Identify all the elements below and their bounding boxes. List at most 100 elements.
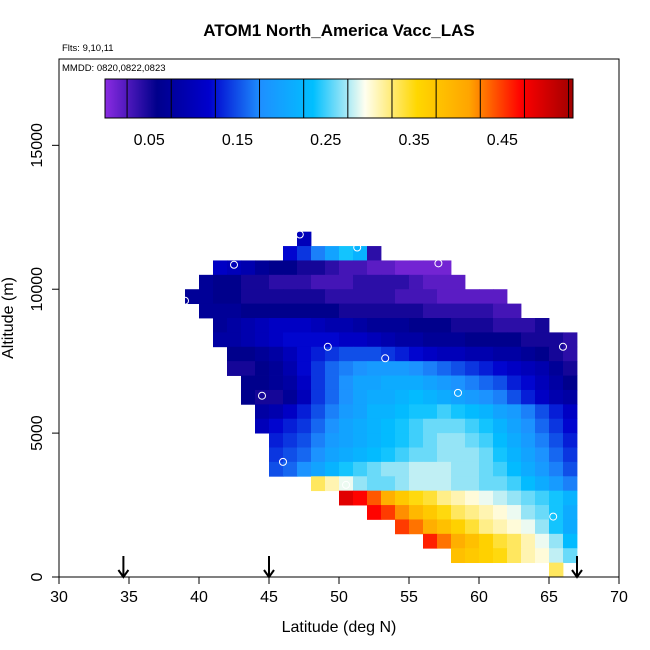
heatmap-cell bbox=[409, 289, 424, 305]
heatmap-cell bbox=[297, 346, 312, 362]
heatmap-cell bbox=[283, 461, 298, 477]
heatmap-cell bbox=[367, 447, 382, 463]
heatmap-cell bbox=[367, 505, 382, 520]
heatmap-cell bbox=[255, 361, 270, 376]
heatmap-cell bbox=[479, 346, 494, 362]
heatmap-cell bbox=[437, 533, 452, 549]
heatmap-cell bbox=[563, 519, 578, 535]
heatmap-cell bbox=[297, 389, 312, 405]
heatmap-cell bbox=[535, 490, 550, 506]
heatmap-cell bbox=[451, 375, 466, 391]
heatmap-cell bbox=[507, 533, 522, 549]
heatmap-cell bbox=[213, 260, 228, 276]
heatmap-cell bbox=[395, 505, 410, 520]
heatmap-cell bbox=[451, 418, 466, 434]
colorbar-gradient bbox=[104, 78, 574, 119]
heatmap-cell bbox=[297, 260, 312, 276]
heatmap-cell bbox=[311, 332, 326, 348]
heatmap-cell bbox=[549, 375, 564, 391]
heatmap-cell bbox=[563, 361, 578, 376]
heatmap-cell bbox=[381, 274, 396, 290]
heatmap-cell bbox=[479, 303, 494, 319]
heatmap-cell bbox=[451, 289, 466, 305]
heatmap-cell bbox=[311, 389, 326, 405]
heatmap-cell bbox=[437, 346, 452, 362]
heatmap-cell bbox=[325, 389, 340, 405]
heatmap-cell bbox=[437, 461, 452, 477]
heatmap-cell bbox=[507, 361, 522, 376]
heatmap-cell bbox=[367, 418, 382, 434]
heatmap-cell bbox=[325, 404, 340, 420]
heatmap-cell bbox=[479, 533, 494, 549]
heatmap-cell bbox=[367, 303, 382, 319]
heatmap-cell bbox=[479, 404, 494, 420]
heatmap-cell bbox=[255, 260, 270, 276]
heatmap-cell bbox=[227, 274, 242, 290]
heatmap-cell bbox=[507, 505, 522, 520]
colorbar-tick-label: 0.45 bbox=[487, 132, 518, 149]
heatmap-cell bbox=[381, 332, 396, 348]
heatmap-cell bbox=[451, 490, 466, 506]
heatmap-cell bbox=[507, 332, 522, 348]
x-tick-label: 65 bbox=[540, 589, 558, 606]
heatmap-cell bbox=[325, 246, 340, 261]
heatmap-cell bbox=[325, 289, 340, 305]
arrow-head bbox=[117, 569, 130, 579]
heatmap-cell bbox=[409, 332, 424, 348]
heatmap-cell bbox=[465, 519, 480, 535]
heatmap-cell bbox=[549, 519, 564, 535]
heatmap-cell bbox=[479, 461, 494, 477]
heatmap-cell bbox=[507, 346, 522, 362]
heatmap-cell bbox=[535, 389, 550, 405]
heatmap-cell bbox=[465, 476, 480, 492]
heatmap-cell bbox=[297, 447, 312, 463]
heatmap-cell bbox=[395, 375, 410, 391]
heatmap-cell bbox=[465, 433, 480, 448]
heatmap-cell bbox=[493, 461, 508, 477]
heatmap-cell bbox=[521, 418, 536, 434]
heatmap-cell bbox=[381, 433, 396, 448]
heatmap-cell bbox=[563, 447, 578, 463]
x-tick-label: 40 bbox=[190, 589, 208, 606]
heatmap-cell bbox=[479, 548, 494, 564]
heatmap-cell bbox=[535, 433, 550, 448]
heatmap-cell bbox=[311, 274, 326, 290]
heatmap-cell bbox=[451, 389, 466, 405]
heatmap-cell bbox=[395, 289, 410, 305]
heatmap-cell bbox=[549, 389, 564, 405]
heatmap-cell bbox=[409, 461, 424, 477]
heatmap-cell bbox=[479, 389, 494, 405]
x-tick-label: 55 bbox=[400, 589, 418, 606]
heatmap-cell bbox=[395, 447, 410, 463]
heatmap-cell bbox=[465, 303, 480, 319]
heatmap-cell bbox=[493, 404, 508, 420]
heatmap-cell bbox=[353, 318, 368, 333]
heatmap-cell bbox=[367, 246, 382, 261]
heatmap-cell bbox=[549, 461, 564, 477]
colorbar-ticks: 0.05 0.15 0.25 0.35 0.45 bbox=[126, 79, 570, 149]
heatmap-cell bbox=[409, 505, 424, 520]
heatmap-cell bbox=[311, 461, 326, 477]
heatmap-cell bbox=[465, 418, 480, 434]
heatmap-cell bbox=[437, 361, 452, 376]
heatmap-cell bbox=[199, 274, 214, 290]
heatmap-cell bbox=[269, 303, 284, 319]
heatmap-cell bbox=[409, 389, 424, 405]
heatmap-cell bbox=[507, 375, 522, 391]
heatmap-cell bbox=[423, 533, 438, 549]
heatmap-cell bbox=[507, 476, 522, 492]
heatmap-cell bbox=[255, 346, 270, 362]
heatmap-cell bbox=[437, 289, 452, 305]
heatmap-cell bbox=[549, 361, 564, 376]
dates-label: MMDD: 0820,0822,0823 bbox=[62, 63, 166, 74]
heatmap-cell bbox=[311, 260, 326, 276]
heatmap-cell bbox=[283, 260, 298, 276]
heatmap-cell bbox=[479, 519, 494, 535]
heatmap-cell bbox=[339, 361, 354, 376]
heatmap-cell bbox=[507, 404, 522, 420]
heatmap-cell bbox=[437, 490, 452, 506]
heatmap-cell bbox=[339, 246, 354, 261]
heatmap-cell bbox=[353, 461, 368, 477]
heatmap-cell bbox=[339, 389, 354, 405]
heatmap-cell bbox=[213, 274, 228, 290]
